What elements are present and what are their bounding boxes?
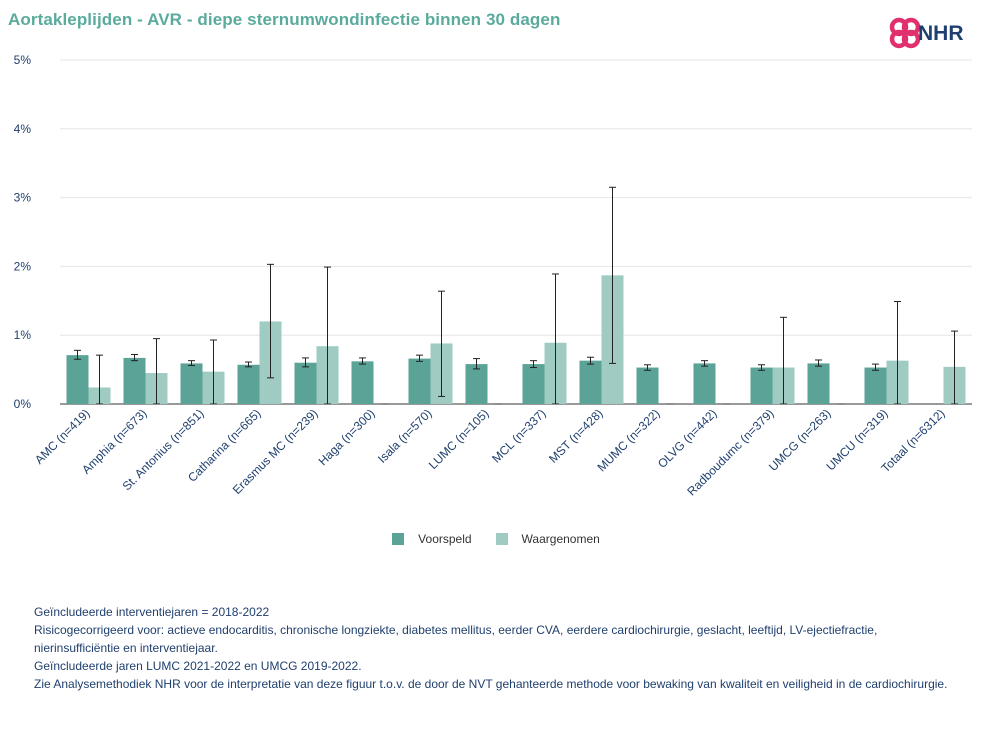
logo-text: NHR bbox=[918, 22, 964, 45]
nhr-logo: NHR bbox=[888, 16, 984, 56]
bar-voorspeld bbox=[636, 367, 659, 404]
bar-voorspeld bbox=[123, 357, 146, 404]
x-tick-label: OLVG (n=442) bbox=[655, 406, 720, 471]
legend-label-waargenomen: Waargenomen bbox=[521, 532, 600, 546]
legend-swatch-voorspeld bbox=[392, 533, 405, 545]
y-tick-label: 4% bbox=[14, 122, 32, 136]
x-tick-label: Isala (n=570) bbox=[375, 406, 435, 466]
chart-title: Aortakleplijden - AVR - diepe sternumwon… bbox=[8, 10, 561, 29]
legend-item-waargenomen[interactable]: Waargenomen bbox=[495, 532, 600, 546]
x-tick-label: Haga (n=300) bbox=[316, 406, 378, 468]
footnotes: Geïncludeerde interventiejaren = 2018-20… bbox=[34, 603, 964, 693]
nhr-logo-icon bbox=[889, 17, 921, 49]
y-tick-label: 1% bbox=[14, 328, 32, 342]
bar-voorspeld bbox=[807, 363, 830, 404]
bar-voorspeld bbox=[465, 364, 488, 404]
footnote-included-years: Geïncludeerde jaren LUMC 2021-2022 en UM… bbox=[34, 659, 362, 673]
bar-voorspeld bbox=[180, 363, 203, 404]
footnote-risk-adjustment: Risicogecorrigeerd voor: actieve endocar… bbox=[34, 623, 878, 655]
bar-voorspeld bbox=[522, 364, 545, 404]
bar-voorspeld bbox=[294, 362, 317, 404]
x-tick-label: LUMC (n=105) bbox=[426, 406, 492, 472]
y-tick-label: 5% bbox=[14, 53, 32, 67]
bar-chart: 0%1%2%3%4%5%AMC (n=419)Amphia (n=673)St.… bbox=[14, 53, 972, 498]
bar-voorspeld bbox=[408, 358, 431, 404]
bar-voorspeld bbox=[864, 367, 887, 404]
bar-voorspeld bbox=[750, 367, 773, 404]
bar-voorspeld bbox=[579, 360, 602, 404]
bar-voorspeld bbox=[237, 364, 260, 404]
bar-voorspeld bbox=[66, 355, 89, 404]
footnote-years: Geïncludeerde interventiejaren = 2018-20… bbox=[34, 605, 270, 619]
bar-voorspeld bbox=[693, 363, 716, 404]
y-tick-label: 0% bbox=[14, 397, 32, 411]
y-tick-label: 3% bbox=[14, 191, 32, 205]
x-tick-label: MST (n=428) bbox=[546, 406, 606, 466]
legend: Voorspeld Waargenomen bbox=[0, 532, 992, 546]
footnote-methodology: Zie Analysemethodiek NHR voor de interpr… bbox=[34, 677, 948, 691]
legend-item-voorspeld[interactable]: Voorspeld bbox=[392, 532, 472, 546]
y-tick-label: 2% bbox=[14, 259, 32, 273]
legend-label-voorspeld: Voorspeld bbox=[418, 532, 472, 546]
legend-swatch-waargenomen bbox=[495, 533, 508, 545]
x-tick-label: AMC (n=419) bbox=[32, 406, 93, 467]
bar-voorspeld bbox=[351, 361, 374, 404]
x-tick-label: MCL (n=337) bbox=[489, 406, 548, 465]
